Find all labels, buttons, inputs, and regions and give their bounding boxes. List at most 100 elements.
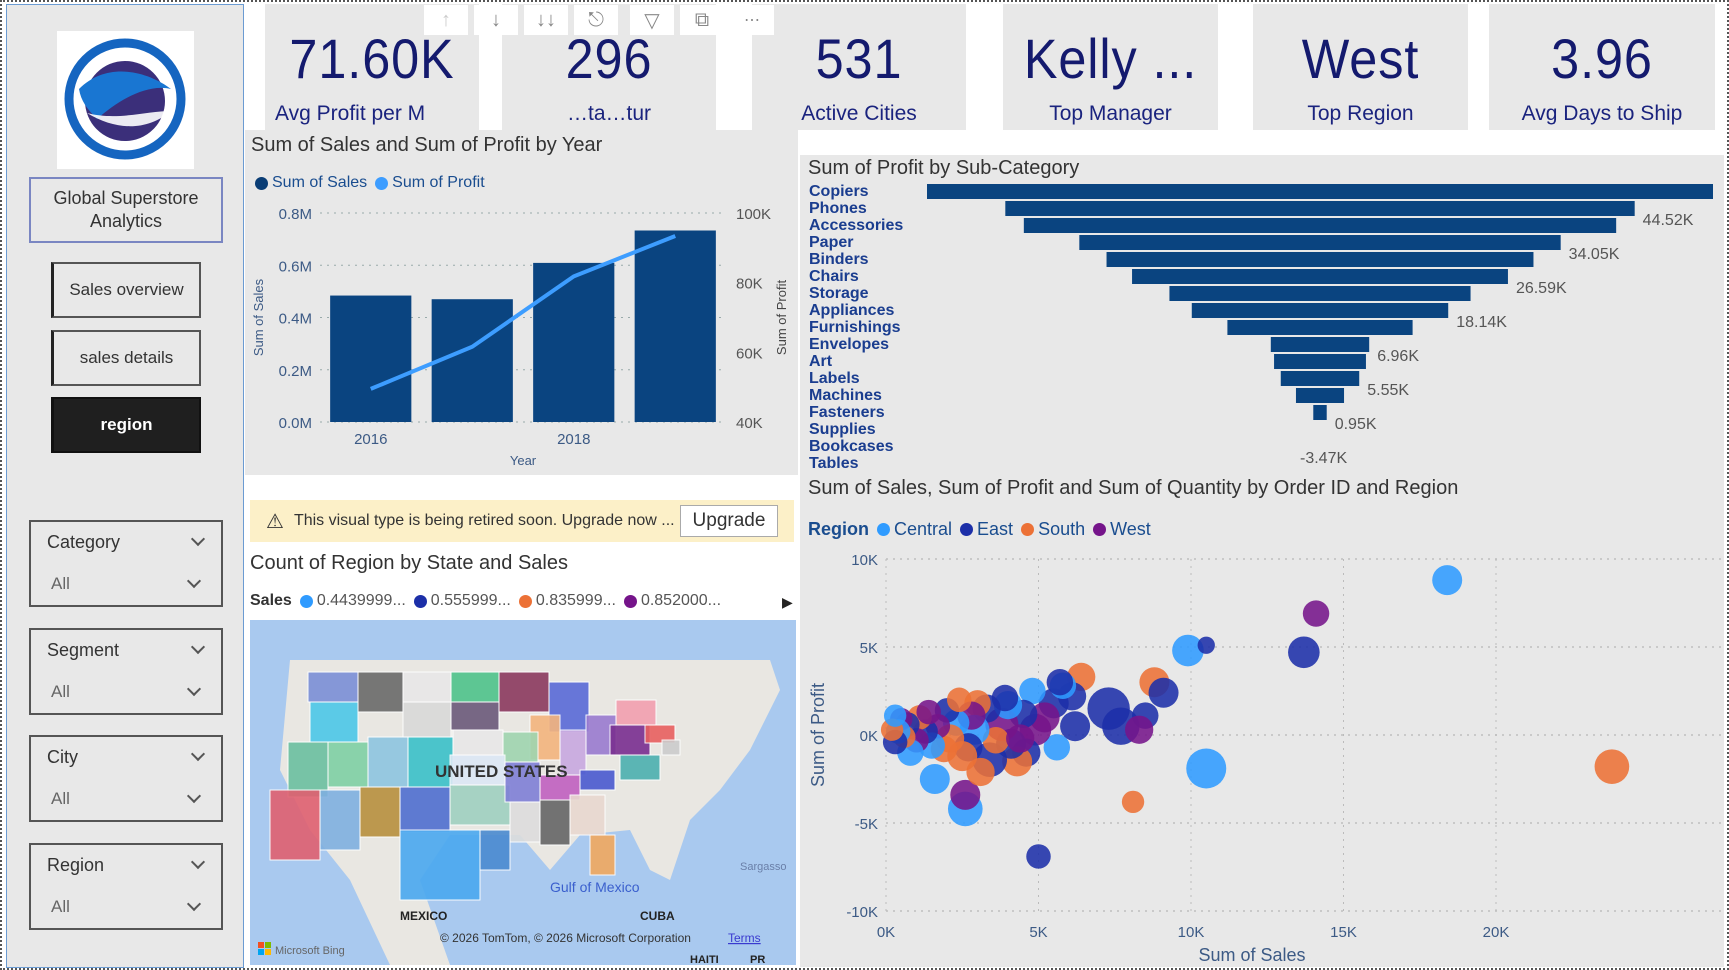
profit-line [369,234,676,391]
chevron-down-icon[interactable] [190,531,206,547]
data-label: -3.47K [1300,450,1347,467]
category-label: Supplies [809,421,876,438]
state-region [399,829,481,901]
bubble-south [1594,749,1630,785]
legend-east[interactable]: East [977,519,1014,539]
state-region [450,671,500,703]
kpi-value: 71.60K [289,27,455,90]
more-options-icon[interactable]: ⋯ [730,5,774,35]
legend-sales[interactable]: Sum of Sales [272,174,368,191]
profit-by-subcategory-funnel[interactable]: Sum of Profit by Sub-Category Copiers Pho… [800,155,1724,473]
legend-item[interactable]: 0.835999... [535,592,616,609]
slicer-value[interactable]: All [51,897,70,916]
arrow-down-icon[interactable]: ↓ [474,5,518,35]
legend-marker [299,594,313,608]
city-slicer[interactable]: City All [29,735,223,822]
chevron-down-icon[interactable] [186,681,202,697]
kpi-top-region-card[interactable]: West Top Region [1253,4,1468,130]
legend-central[interactable]: Central [894,519,953,539]
x-tick-label: 2018 [557,431,590,448]
filter-icon[interactable]: ▽ [630,5,674,35]
kpi-avg-days-ship-card[interactable]: 3.96 Avg Days to Ship [1489,4,1715,130]
x-axis-title: Sum of Sales [1198,945,1305,965]
category-label: Machines [809,387,882,404]
sidebar: Global Superstore Analytics Sales overvi… [6,4,244,968]
bubble-south [946,687,972,713]
slicer-label: Segment [47,640,120,660]
map-canvas[interactable]: UNITED STATES Gulf of Mexico MEXICO CUBA… [250,620,796,965]
funnel-bar [1270,337,1370,352]
x-tick-label: 0K [877,924,895,941]
chevron-down-icon[interactable] [186,788,202,804]
states-layer [269,671,681,901]
bubble-west [1006,724,1035,753]
sargasso-label: Sargasso [740,861,786,873]
cuba-label: CUBA [640,909,675,923]
nav-sales-details-button[interactable]: sales details [51,330,201,386]
funnel-bar [1280,371,1360,386]
arrow-up-icon[interactable]: ↑ [424,5,468,35]
sales-profit-scatter[interactable]: Sum of Sales, Sum of Profit and Sum of Q… [800,473,1724,967]
nav-region-button[interactable]: region [51,397,201,453]
slicer-value[interactable]: All [51,682,70,701]
kpi-value: West [1301,27,1420,90]
x-tick-label: 15K [1330,924,1357,941]
y-tick-label: -5K [855,816,878,833]
legend-marker [1021,523,1035,536]
upgrade-button[interactable]: Upgrade [680,505,778,537]
double-arrow-down-icon[interactable]: ↓↓ [524,5,568,35]
bubble-central [883,704,907,727]
legend-item[interactable]: 0.555999... [430,592,511,609]
nav-sales-overview-button[interactable]: Sales overview [51,262,201,318]
category-label: Furnishings [809,319,901,336]
state-region [327,741,369,788]
country-label: UNITED STATES [435,762,568,781]
legend-item[interactable]: 0.852000... [640,592,722,609]
x-tick-label: 10K [1178,924,1205,941]
bubble-east [1026,844,1051,869]
legend-marker [518,594,532,608]
sales-profit-by-year-chart[interactable]: Sum of Sales and Sum of Profit by Year S… [245,130,798,475]
legend-marker [623,594,637,608]
terms-link[interactable]: Terms [728,931,761,945]
legend-profit[interactable]: Sum of Profit [392,174,485,191]
logo [57,31,194,169]
data-label: 18.14K [1456,314,1507,331]
data-label: 26.59K [1516,280,1567,297]
kpi-top-manager-card[interactable]: Kelly ... Top Manager [1003,4,1218,130]
map-attribution: © 2026 TomTom, © 2026 Microsoft Corporat… [440,931,691,945]
funnel-bar [1106,252,1534,267]
y-tick-label: 0.8M [279,206,312,223]
chevron-down-icon[interactable] [186,896,202,912]
kpi-label: Active Cities [801,102,917,125]
legend-item[interactable]: 0.4439999... [316,592,406,609]
pr-label: PR [750,954,765,965]
chevron-down-icon[interactable] [190,639,206,655]
kpi-label: Top Manager [1049,102,1172,125]
microsoft-bing-logo: Microsoft Bing [258,942,345,957]
chevron-down-icon[interactable] [190,746,206,762]
bubble-central [1432,565,1463,596]
state-region [287,741,329,798]
kpi-active-cities-card[interactable]: 531 Active Cities [752,4,966,130]
chevron-down-icon[interactable] [186,573,202,589]
map-title: Count of Region by State and Sales [250,552,568,574]
category-slicer[interactable]: Category All [29,520,223,607]
kpi-label: Avg Days to Ship [1521,102,1683,125]
legend-next-arrow-icon[interactable]: ▶ [782,594,793,610]
region-slicer[interactable]: Region All [29,843,223,930]
slicer-value[interactable]: All [51,574,70,593]
y-tick-label: 10K [851,552,878,569]
chart-title: Sum of Sales, Sum of Profit and Sum of Q… [808,477,1459,499]
expand-hierarchy-icon[interactable]: ⎋ [574,5,618,35]
slicer-value[interactable]: All [51,789,70,808]
state-region [269,789,321,861]
segment-slicer[interactable]: Segment All [29,628,223,715]
bubble-central [919,764,950,794]
data-label: 6.96K [1377,348,1419,365]
legend-south[interactable]: South [1038,519,1086,539]
focus-mode-icon[interactable]: ⧉ [680,5,724,35]
y-tick-label: 0.2M [279,363,312,380]
chevron-down-icon[interactable] [190,854,206,870]
legend-west[interactable]: West [1110,519,1151,539]
